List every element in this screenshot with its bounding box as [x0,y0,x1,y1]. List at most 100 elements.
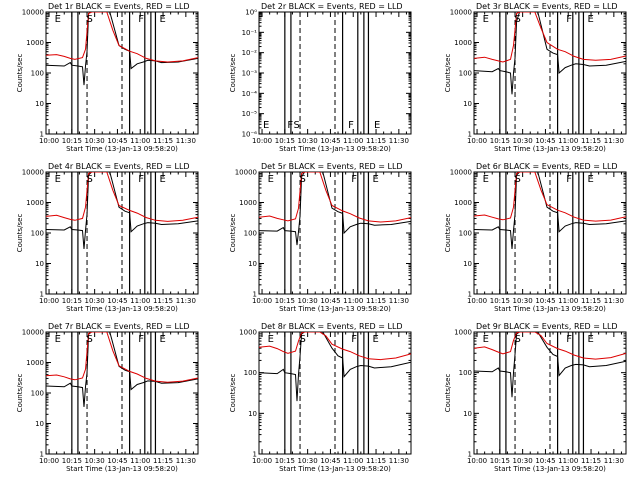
panel-det-5: Det 5r BLACK = Events, RED = LLD 1 10 100 10… [229,162,412,313]
panel-title: Det 8r BLACK = Events, RED = LLD [261,322,403,331]
y-tick-label: 10 [463,410,472,418]
y-tick-label: 1000 [239,199,257,207]
y-tick-label: 100 [31,70,44,78]
y-tick-label: 1000 [454,199,472,207]
panel-title: Det 2r BLACK = Events, RED = LLD [261,2,403,11]
panel-det-3: Det 3r BLACK = Events, RED = LLD 1 10 100 10… [444,2,627,153]
y-tick-label: 10⁻⁵ [242,110,258,118]
interval-marker-e: E [374,120,380,131]
x-tick-label: 10:45 [535,137,555,145]
interval-marker-f: F [566,14,572,25]
x-tick-label: 11:00 [130,457,150,465]
x-tick-label: 10:00 [252,457,272,465]
panel-det-8: Det 8r BLACK = Events, RED = LLD 1 10 100 10… [229,322,412,473]
y-axis-label: Counts/sec [444,214,452,253]
y-tick-label: 1000 [26,199,44,207]
y-axis-label: Counts/sec [229,374,237,413]
x-tick-label: 11:15 [581,297,601,305]
series-lld-line [474,172,626,222]
y-tick-label: 10000 [22,9,44,17]
panel-title: Det 3r BLACK = Events, RED = LLD [476,2,618,11]
y-tick-label: 10 [35,260,44,268]
y-tick-label: 10000 [450,169,472,177]
x-tick-label: 10:30 [513,457,533,465]
interval-marker-f: F [566,334,572,345]
y-tick-label: 10 [463,260,472,268]
x-tick-label: 11:30 [604,297,624,305]
interval-marker-e: E [263,120,269,131]
y-tick-label: 10 [248,260,257,268]
x-tick-label: 10:45 [320,457,340,465]
y-axis-label: Counts/sec [16,54,24,93]
interval-marker-e: E [55,174,61,185]
panel-title: Det 7r BLACK = Events, RED = LLD [48,322,190,331]
x-tick-label: 10:45 [107,297,127,305]
x-tick-label: 11:00 [343,457,363,465]
y-tick-label: 10000 [22,329,44,337]
y-tick-label: 100 [459,230,472,238]
interval-marker-e: E [159,174,165,185]
y-tick-label: 100 [31,390,44,398]
x-tick-label: 10:00 [39,457,59,465]
x-axis-label: Start Time (13-Jan-13 09:58:20) [66,145,178,153]
x-tick-label: 10:45 [107,137,127,145]
interval-marker-f: F [351,334,357,345]
y-axis-label: Counts/sec [16,374,24,413]
x-tick-label: 10:00 [467,297,487,305]
interval-marker-e: E [587,334,593,345]
interval-marker-e: E [159,14,165,25]
y-tick-label: 1 [468,451,472,459]
x-tick-label: 11:00 [558,137,578,145]
panel-title: Det 5r BLACK = Events, RED = LLD [261,162,403,171]
x-tick-label: 10:00 [39,137,59,145]
series-events-line [46,12,198,86]
interval-marker-f: F [348,120,354,131]
series-lld-line [46,172,198,222]
x-tick-label: 10:30 [298,137,318,145]
interval-marker-e: E [268,174,274,185]
x-tick-label: 10:00 [467,457,487,465]
panel-title: Det 1r BLACK = Events, RED = LLD [48,2,190,11]
y-tick-label: 100 [244,230,257,238]
x-tick-label: 11:00 [343,137,363,145]
x-axis-label: Start Time (13-Jan-13 09:58:20) [494,145,606,153]
x-tick-label: 10:15 [62,297,82,305]
x-tick-label: 11:30 [389,457,409,465]
x-tick-label: 10:30 [513,137,533,145]
series-events-line [259,332,411,402]
y-tick-label: 1000 [26,39,44,47]
x-tick-label: 11:30 [604,457,624,465]
y-tick-label: 1 [40,451,44,459]
y-axis-label: Counts/sec [444,54,452,93]
y-tick-label: 10 [35,100,44,108]
panel-title: Det 9r BLACK = Events, RED = LLD [476,322,618,331]
x-tick-label: 11:15 [153,297,173,305]
series-lld-line [474,12,626,63]
x-tick-label: 11:00 [343,297,363,305]
series-events-line [259,172,411,246]
y-tick-label: 100 [459,369,472,377]
y-tick-label: 10 [248,410,257,418]
x-tick-label: 11:30 [389,297,409,305]
interval-marker-s: S [515,14,521,25]
y-axis-label: Counts/sec [444,374,452,413]
y-axis-label: Counts/sec [229,54,237,93]
x-tick-label: 10:15 [62,137,82,145]
interval-marker-s: S [300,174,306,185]
interval-marker-f: F [138,174,144,185]
x-tick-label: 10:15 [275,457,295,465]
series-lld-line [259,332,411,361]
x-tick-label: 10:15 [490,137,510,145]
series-events-line [46,332,198,407]
panel-det-1: Det 1r BLACK = Events, RED = LLD 1 10 100 10… [16,2,199,153]
y-tick-label: 10⁻² [242,49,258,57]
y-tick-label: 10⁻³ [242,70,258,78]
y-tick-label: 100 [31,230,44,238]
x-tick-label: 10:00 [467,137,487,145]
series-events-line [474,172,626,249]
series-events-line [474,12,626,95]
x-tick-label: 11:15 [366,137,386,145]
